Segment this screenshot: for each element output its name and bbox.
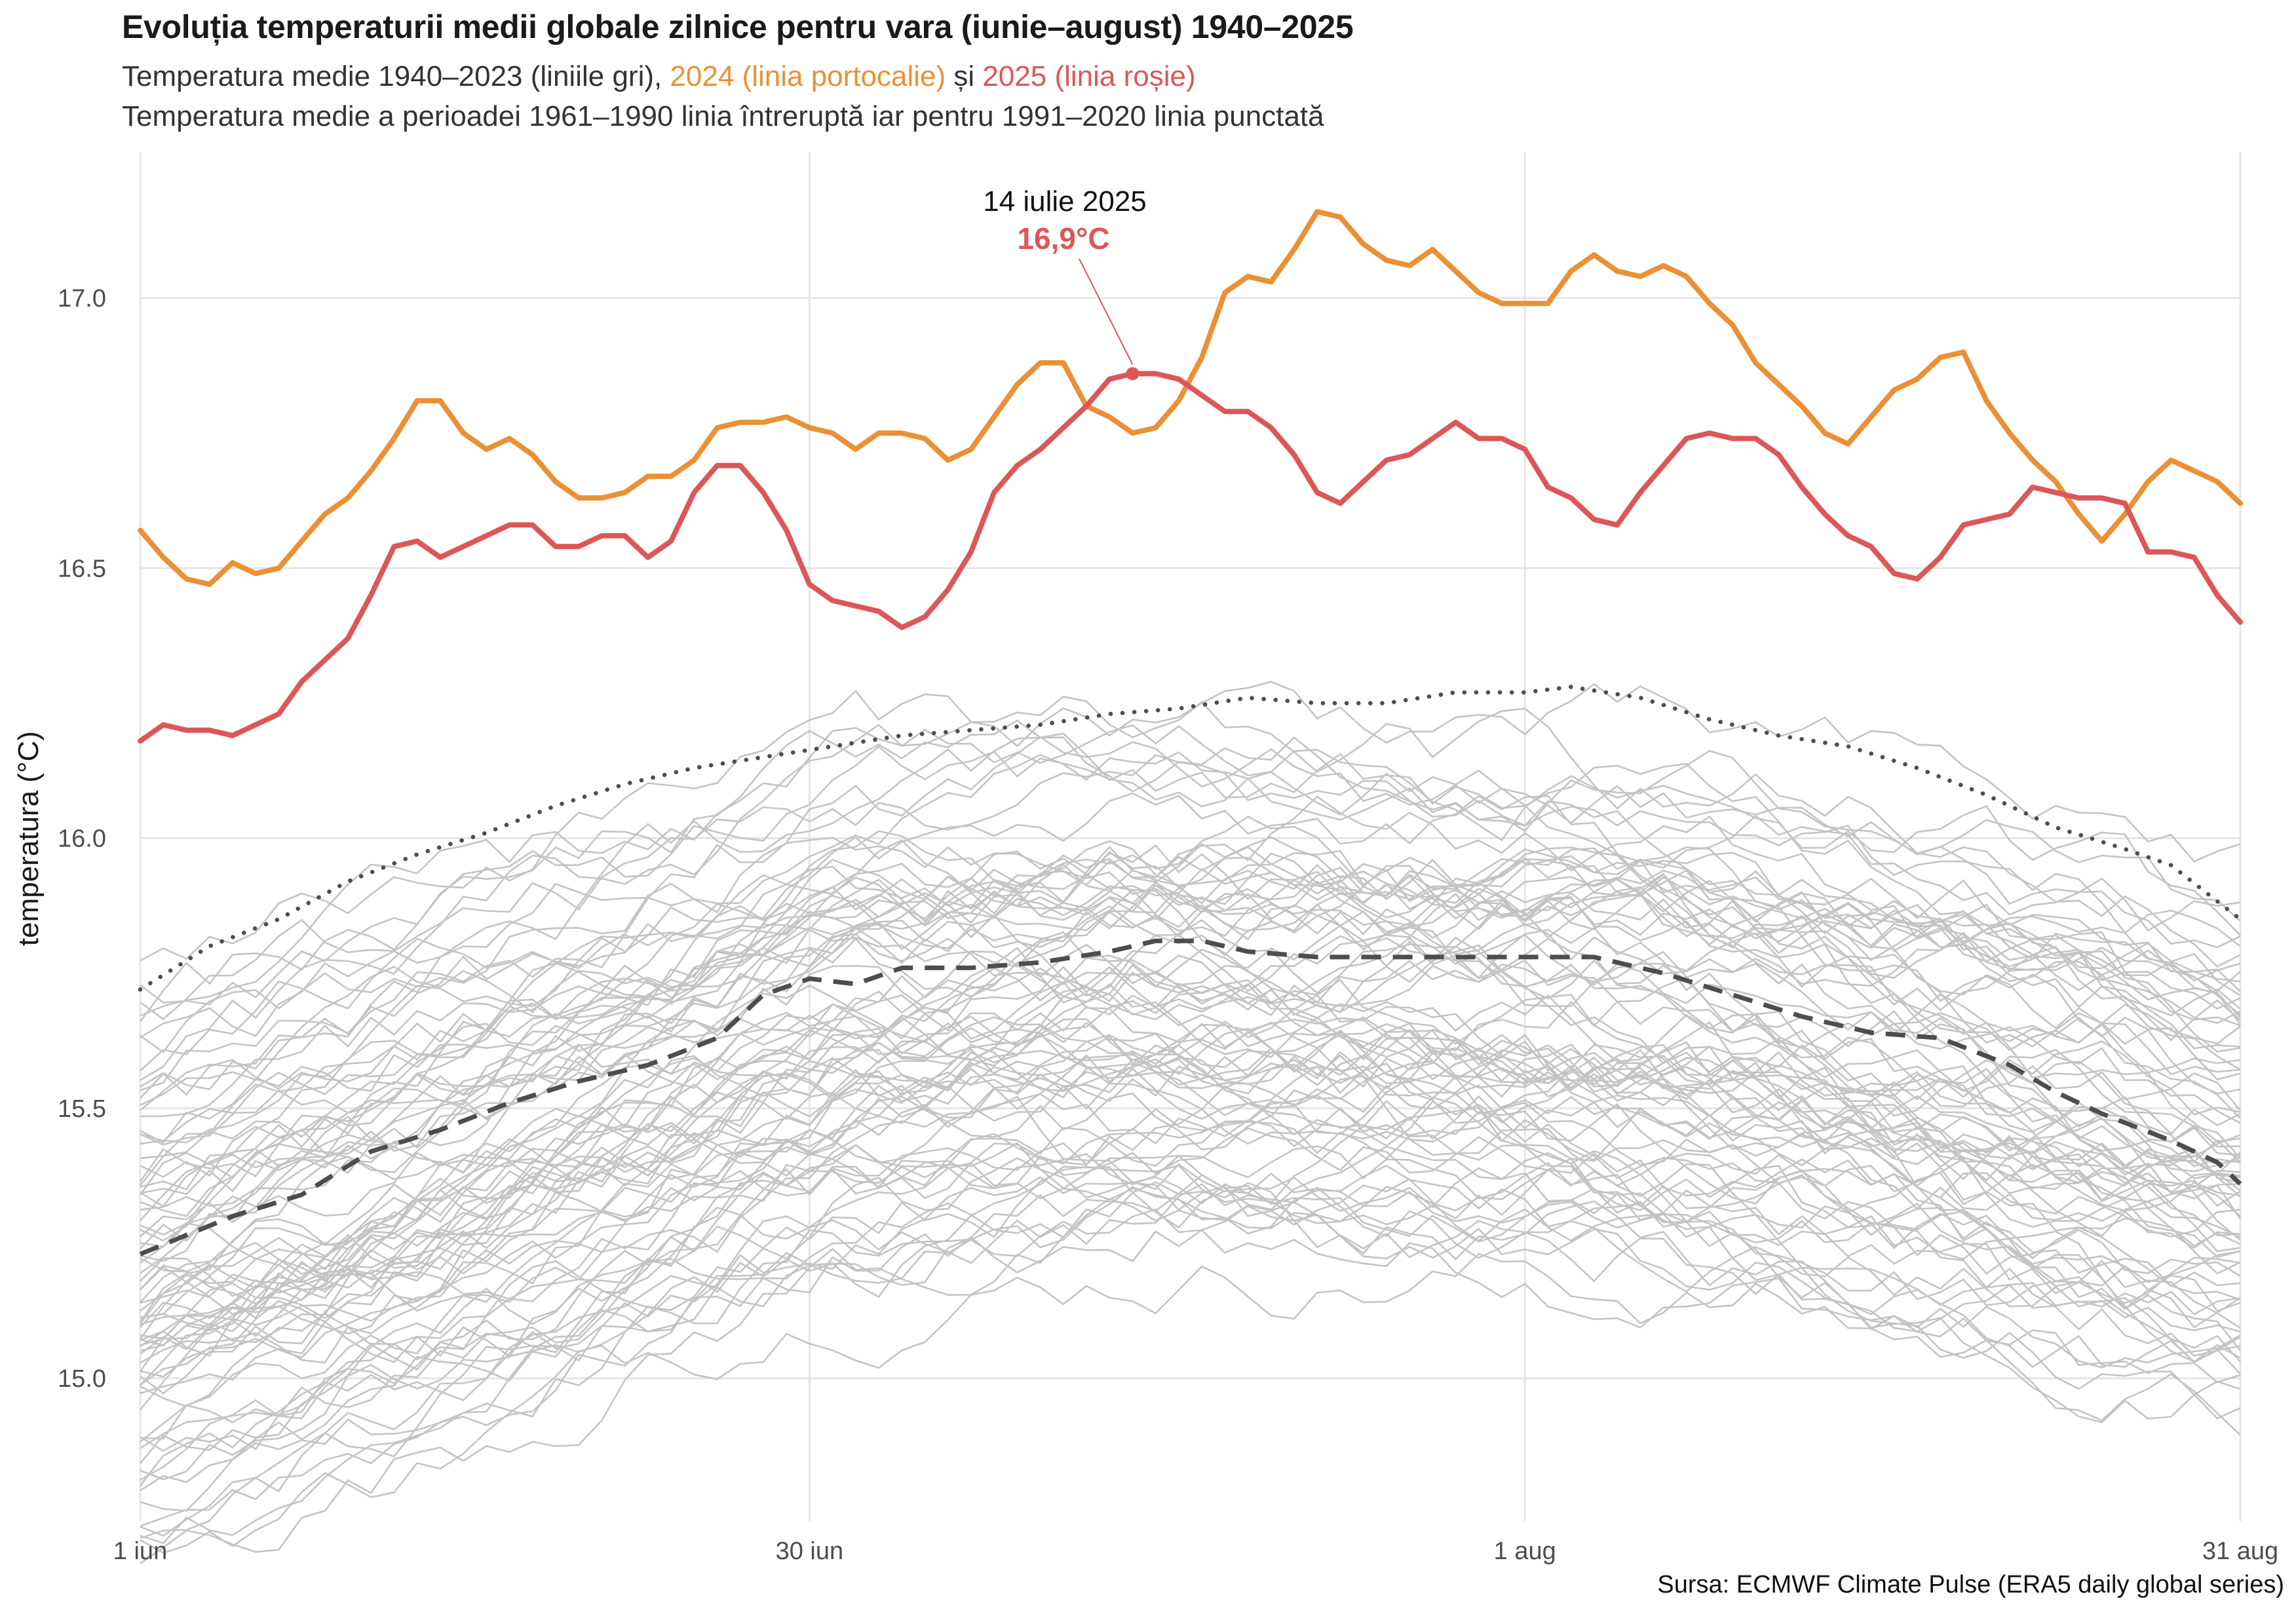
historical-year-line [140,1095,2241,1386]
historical-year-line [140,681,2241,962]
historical-year-line [140,951,2241,1237]
annotation-point [1126,367,1139,381]
baseline-1991-2020-line [138,685,2243,992]
y-axis-title: temperatura (°C) [12,731,45,946]
historical-year-line [140,994,2241,1329]
y-tick-label: 16.0 [58,825,106,853]
historical-year-line [140,1021,2241,1315]
historical-year-line [140,732,2241,1038]
y-tick-label: 15.0 [58,1365,106,1393]
historical-year-line [140,1121,2241,1364]
historical-year-line [139,926,2241,1196]
historical-year-line [140,1203,2241,1527]
historical-year-line [140,792,2241,1145]
source-credit: Sursa: ECMWF Climate Pulse (ERA5 daily g… [1657,1571,2284,1598]
x-tick-label: 1 iun [113,1538,167,1565]
series-2024-line [138,209,2243,587]
historical-year-line [140,924,2241,1266]
historical-series-layer [139,681,2242,1564]
historical-year-line [139,931,2241,1340]
historical-year-line [140,846,2242,1118]
annotation-leader-line [1079,258,1134,365]
subtitle-text-2024: 2024 (linia portocalie) [670,60,946,92]
historical-year-line [140,1103,2241,1340]
historical-year-line [140,852,2241,1146]
historical-year-line [140,836,2241,1111]
historical-year-line [140,950,2241,1273]
x-tick-label: 1 aug [1494,1538,1556,1565]
historical-year-line [140,1030,2242,1305]
historical-year-line [140,1198,2241,1564]
historical-year-line [140,1016,2241,1328]
subtitle-text-and: și [946,60,983,92]
historical-year-line [140,723,2241,1082]
historical-year-line [140,983,2241,1303]
axis-labels-layer: 15.0 15.5 16.0 16.5 17.0 1 iun 30 iun 1 aug 31 a… [12,285,2278,1565]
historical-year-line [140,1067,2241,1312]
historical-year-line [140,1253,2241,1554]
main-series-layer [138,209,2243,744]
historical-year-line [140,852,2241,1179]
annotation-layer: 14 iulie 2025 16,9°C [983,185,1147,381]
x-tick-label: 30 iun [776,1538,844,1565]
historical-year-line [140,795,2241,1053]
historical-year-line [140,1145,2241,1449]
baseline-1961-1990-line [139,938,2242,1256]
historical-year-line [140,1127,2241,1386]
historical-year-line [139,1041,2241,1410]
historical-year-line [139,1015,2241,1325]
y-tick-label: 15.5 [58,1095,106,1123]
historical-year-line [140,1174,2241,1452]
subtitle-text-2025: 2025 (linia roșie) [982,60,1196,92]
historical-year-line [140,1158,2241,1512]
subtitle-text-historical: Temperatura medie 1940–2023 (liniile gri… [122,60,670,92]
x-tick-label: 31 aug [2202,1538,2278,1565]
historical-year-line [140,846,2241,1144]
historical-year-line [140,1176,2241,1545]
historical-year-line [140,889,2241,1222]
series-2025-line [138,371,2243,744]
historical-year-line [140,844,2241,1236]
y-tick-label: 16.5 [58,555,106,582]
historical-year-line [140,1095,2241,1443]
historical-year-line [140,1164,2241,1408]
historical-year-line [140,754,2241,1021]
historical-year-line [140,1075,2241,1481]
historical-year-line [140,932,2241,1250]
chart-title: Evoluția temperaturii medii globale ziln… [122,9,1354,45]
historical-year-line [140,850,2241,1191]
historical-year-line [140,736,2241,1072]
historical-year-line [140,1182,2241,1539]
historical-year-line [140,1157,2241,1440]
historical-year-line [140,1034,2241,1346]
annotation-date: 14 iulie 2025 [983,185,1147,217]
baseline-series-layer [138,685,2243,1256]
chart-subtitle-legend: Temperatura medie 1940–2023 (liniile gri… [122,60,1196,93]
historical-year-line [140,873,2241,1119]
historical-year-line [139,1142,2242,1464]
y-tick-label: 17.0 [58,285,106,312]
chart-subtitle-baselines: Temperatura medie a perioadei 1961–1990 … [122,100,1324,132]
annotation-value: 16,9°C [1017,221,1109,255]
